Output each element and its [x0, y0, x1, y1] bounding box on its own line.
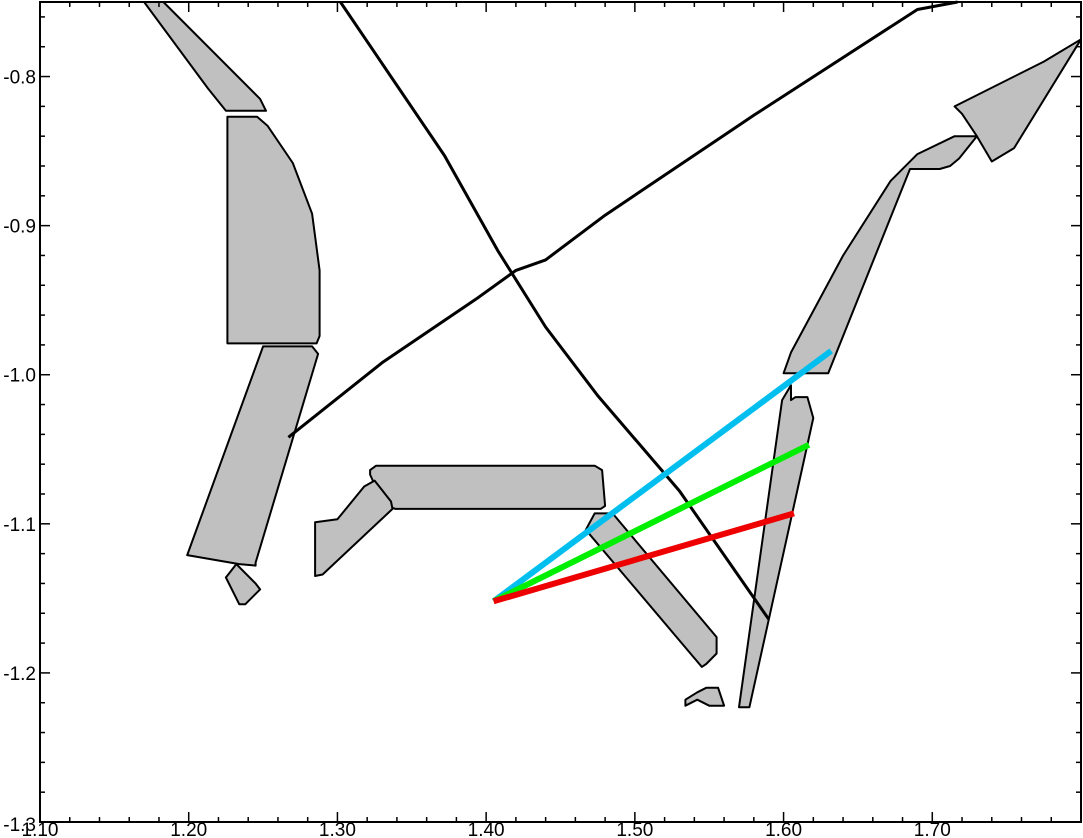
x-tick-label: 1.30	[319, 820, 356, 838]
component-outer-lower-baffle	[586, 513, 717, 667]
hardware-components-layer	[144, 2, 1081, 707]
x-tick-label: 1.70	[914, 820, 951, 838]
separatrix-leg-1	[340, 2, 768, 619]
component-outer-baffle-upper	[784, 136, 977, 373]
component-outer-target-foot	[685, 688, 724, 706]
x-tick-label: 1.20	[170, 820, 207, 838]
y-tick-label: -0.8	[3, 68, 36, 89]
y-tick-label: -1.2	[3, 664, 36, 685]
x-tick-label: 1.50	[616, 820, 653, 838]
y-tick-label: -1.0	[3, 366, 36, 387]
component-inner-vertical-target	[227, 117, 319, 344]
separatrix-leg-2	[288, 2, 957, 437]
plot-frame	[40, 2, 1081, 822]
component-dome-horizontal	[370, 466, 605, 509]
ticks-layer	[40, 2, 1081, 822]
tick-labels-layer: 1.10 1.20 1.30 1.40 1.50 1.60 1.70-0.8-0.9-1.0…	[3, 68, 951, 838]
y-tick-label: -1.1	[3, 515, 36, 536]
x-tick-label: 1.60	[765, 820, 802, 838]
component-inner-lower-tip	[226, 564, 260, 604]
x-tick-label: 1.40	[468, 820, 505, 838]
component-outer-upper-wall-right	[955, 39, 1081, 161]
component-inner-lower-plate	[187, 346, 318, 565]
component-outer-vertical-target	[739, 385, 813, 707]
y-tick-label: -0.9	[3, 217, 36, 238]
y-tick-label: -1.3	[3, 815, 36, 836]
component-dome-left-baffle	[315, 481, 392, 576]
component-outer-upper-wall	[144, 2, 266, 111]
